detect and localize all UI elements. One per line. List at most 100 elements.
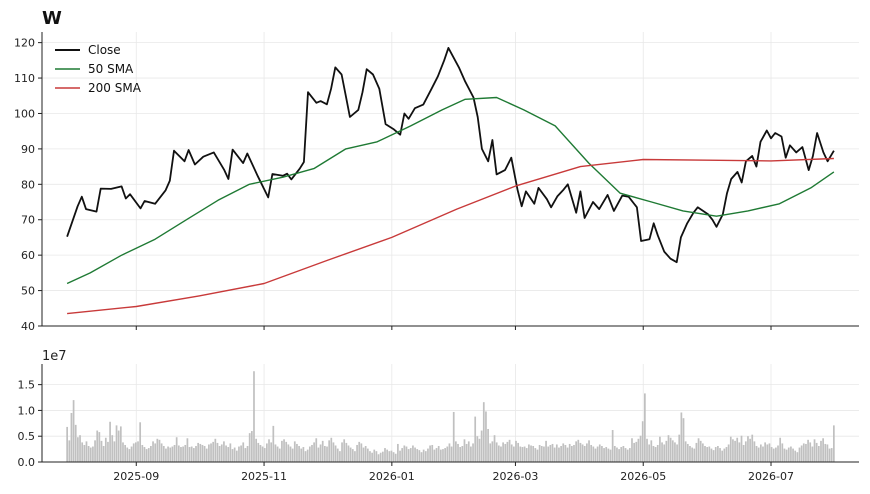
volume-bar [74,424,77,462]
volume-bar [586,443,588,462]
volume-bar [530,445,532,462]
volume-bar [414,447,416,462]
volume-bar [777,445,779,462]
volume-bar [197,442,200,462]
volume-bar [485,411,487,462]
volume-bar [560,446,562,462]
volume-bar [637,438,640,462]
volume-bar [787,447,790,462]
volume-bar [135,442,137,462]
volume-bar [646,438,648,462]
volume-bar [575,441,577,462]
volume-bar [366,448,369,462]
volume-bar [439,449,442,462]
volume-bar [296,443,298,462]
volume-bar [528,444,530,462]
volume-bar [446,446,449,462]
volume-bar [491,441,494,462]
volume-bar [699,440,702,462]
volume-bar [371,452,373,462]
volume-bar [813,439,816,462]
volume-bar [564,444,567,462]
volume-bar [341,442,343,462]
volume-bar [796,452,799,462]
volume-bar [313,442,315,462]
volume-bar [403,445,406,462]
volume-bar [785,449,788,462]
volume-bar [513,446,515,462]
volume-bar [244,448,247,462]
volume-bar [588,440,590,462]
volume-bar [300,448,303,462]
volume-y-tick-label: 1.0 [18,404,36,417]
volume-bar [747,436,749,462]
volume-bar [448,443,451,462]
volume-bar [405,446,408,462]
volume-bar [822,438,824,462]
volume-bar [386,449,388,462]
volume-bar [607,448,610,462]
volume-bar [802,443,805,462]
volume-bar [770,447,773,462]
volume-bar [714,447,717,462]
volume-bar [495,442,498,462]
volume-bar [113,441,116,462]
volume-bar [259,444,262,462]
volume-bar [141,444,144,462]
volume-bar [199,443,202,462]
volume-bar [654,447,657,462]
volume-bar [622,446,625,462]
volume-bar [175,437,178,462]
volume-bar [102,446,105,462]
volume-bar [330,437,333,462]
volume-bar [326,446,328,462]
volume-bar [534,448,537,462]
volume-bar [792,448,794,462]
volume-bar [729,436,732,462]
volume-bar [751,434,754,462]
volume-bar [461,446,464,462]
volume-bar [738,442,741,462]
volume-bar [635,441,638,462]
volume-bar [779,437,782,462]
series-line-50-sma [66,96,835,285]
volume-bar [500,446,502,462]
volume-bar [238,446,240,462]
volume-bar [830,448,833,462]
volume-bar [568,443,571,462]
volume-bar [107,441,109,462]
volume-bar [566,447,569,462]
volume-bar [502,442,504,462]
volume-bar [154,443,157,462]
volume-bar [682,418,685,462]
volume-bar [467,441,470,462]
volume-bar [188,447,191,462]
volume-bar [753,441,756,462]
volume-bar [117,430,120,462]
volume-bar [257,442,260,462]
volume-bar [285,441,288,462]
volume-bar [332,442,335,462]
volume-bar [392,452,395,462]
volume-bar [663,444,666,462]
volume-bar [360,443,363,462]
volume-bar [424,451,427,462]
volume-bar [532,446,535,462]
volume-bar [555,444,558,462]
volume-bar [253,371,255,462]
volume-bar [697,438,700,462]
volume-bar [824,443,827,462]
volume-bar [656,444,659,462]
x-tick-label: 2026-07 [748,470,794,483]
volume-bar [525,448,528,462]
legend-label: 200 SMA [88,81,142,95]
volume-bar [704,446,706,462]
volume-bar [624,448,627,462]
volume-bar [592,446,595,462]
volume-scale-label: 1e7 [42,349,67,364]
volume-bar [450,446,453,462]
volume-bar [384,448,386,462]
volume-bar [691,447,693,462]
volume-bar [70,413,73,462]
volume-bar [543,446,545,462]
